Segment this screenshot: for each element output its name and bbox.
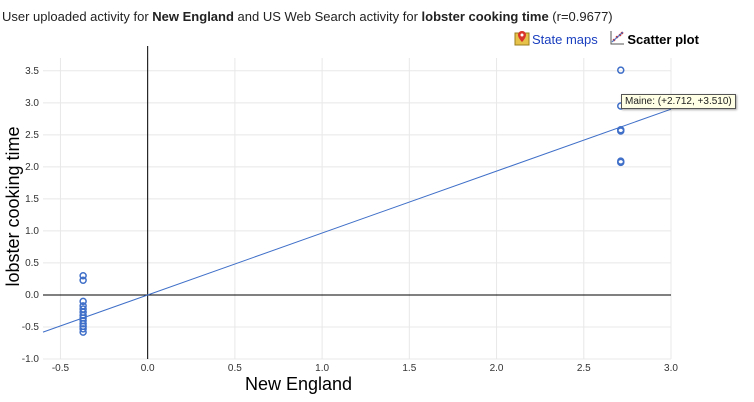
data-point[interactable]: [79, 320, 87, 328]
data-point[interactable]: [617, 66, 625, 74]
axes: [43, 46, 671, 359]
data-point[interactable]: [79, 325, 87, 333]
tick-labels: -0.5 0.0 0.5 1.0 1.5 2.0 2.5 3.0 -1.0 -0.5 0.0 0.5 1…: [22, 66, 679, 374]
x-tick-label: 2.5: [577, 363, 591, 374]
data-point[interactable]: [617, 158, 625, 167]
point-tooltip: Maine: (+2.712, +3.510): [621, 94, 736, 109]
x-tick-label: 2.0: [490, 363, 504, 374]
data-point[interactable]: [79, 311, 87, 320]
chart-title: User uploaded activity for New England a…: [2, 9, 613, 24]
x-axis-title: New England: [245, 374, 352, 394]
data-point[interactable]: [79, 328, 87, 336]
x-tick-label: 0.0: [141, 363, 155, 374]
state-maps-link[interactable]: State maps: [514, 30, 598, 49]
x-tick-label: -0.5: [52, 363, 70, 374]
x-tick-label: 0.5: [228, 363, 242, 374]
data-point[interactable]: [79, 271, 87, 280]
y-tick-label: 2.5: [25, 130, 39, 141]
y-tick-label: -0.5: [22, 322, 40, 333]
data-point[interactable]: [79, 276, 87, 284]
y-tick-label: 0.0: [25, 290, 39, 301]
y-axis-title: lobster cooking time: [3, 126, 23, 286]
title-region: New England: [152, 9, 234, 24]
title-suffix: (r=0.9677): [548, 9, 613, 24]
scatter-plot-link[interactable]: Scatter plot: [609, 30, 699, 49]
data-point[interactable]: [617, 127, 625, 135]
view-toolbar: State maps Scatter plot: [514, 30, 699, 49]
data-point[interactable]: [79, 297, 87, 306]
y-tick-label: 2.0: [25, 162, 39, 173]
y-tick-label: 3.5: [25, 66, 39, 77]
y-tick-label: 3.0: [25, 98, 39, 109]
trendline-layer: [42, 108, 672, 333]
map-pin-icon: [514, 30, 530, 49]
grid: [43, 58, 672, 360]
y-tick-label: -1.0: [22, 354, 40, 365]
x-tick-label: 1.5: [402, 363, 416, 374]
state-maps-label: State maps: [532, 32, 598, 47]
x-tick-label: 3.0: [664, 363, 678, 374]
scatter-chart-icon: [609, 30, 625, 49]
trendline: [42, 108, 672, 333]
scatter-plot-label: Scatter plot: [627, 32, 699, 47]
y-tick-label: 1.5: [25, 194, 39, 205]
y-tick-label: 1.0: [25, 226, 39, 237]
y-tick-label: 0.5: [25, 258, 39, 269]
title-prefix: User uploaded activity for: [2, 9, 153, 24]
x-tick-label: 1.0: [315, 363, 329, 374]
title-query: lobster cooking time: [421, 9, 549, 24]
points-layer: [79, 66, 625, 336]
title-middle: and US Web Search activity for: [233, 9, 422, 24]
